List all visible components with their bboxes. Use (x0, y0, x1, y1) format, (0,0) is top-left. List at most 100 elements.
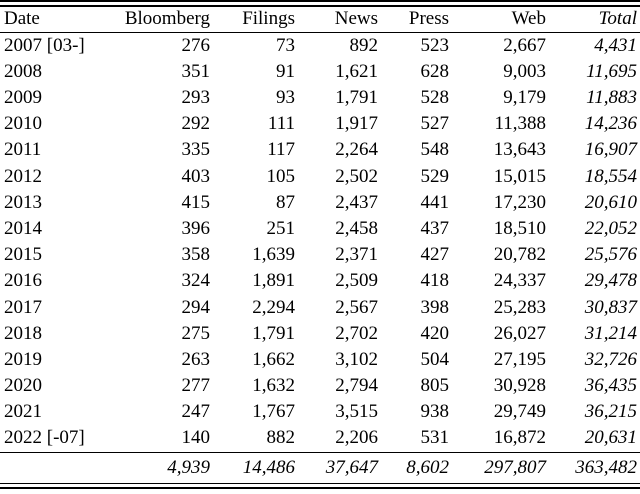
cell-news: 2,794 (335, 375, 378, 397)
cell-date: 2010 (4, 113, 42, 135)
cell-filings: 1,791 (252, 322, 295, 344)
cell-total: 32,726 (584, 348, 637, 370)
cell-date: 2021 (4, 401, 42, 423)
cell-web: 27,195 (493, 348, 546, 370)
table-row: 2007 [03-] 276 73 892 523 2,667 4,431 (0, 32, 640, 59)
totals-cell-news: 37,647 (325, 456, 378, 478)
cell-press: 531 (420, 427, 450, 449)
cell-bloomberg: 292 (181, 113, 211, 135)
cell-press: 504 (420, 348, 450, 370)
cell-web: 11,388 (494, 113, 546, 135)
cell-total: 20,610 (584, 191, 637, 213)
cell-news: 2,371 (335, 244, 378, 266)
table-header-row: Date Bloomberg Filings News Press Web To… (0, 7, 640, 33)
table-row: 2019 263 1,662 3,102 504 27,195 32,726 (0, 347, 640, 373)
bottom-rule-thin (0, 482, 640, 484)
cell-total: 16,907 (584, 139, 637, 161)
cell-date: 2015 (4, 244, 42, 266)
cell-filings: 1,639 (252, 244, 295, 266)
cell-bloomberg: 324 (181, 270, 211, 292)
cell-total: 4,431 (594, 34, 637, 56)
header-cell-news: News (334, 8, 378, 30)
cell-news: 892 (349, 34, 379, 56)
table-row: 2013 415 87 2,437 441 17,230 20,610 (0, 190, 640, 216)
cell-web: 18,510 (493, 217, 546, 239)
table-row: 2016 324 1,891 2,509 418 24,337 29,478 (0, 268, 640, 294)
cell-filings: 93 (276, 87, 295, 109)
header-cell-filings: Filings (242, 8, 295, 30)
cell-total: 31,214 (584, 322, 637, 344)
cell-total: 18,554 (584, 165, 637, 187)
cell-bloomberg: 358 (181, 244, 211, 266)
top-rule-gap (0, 2, 640, 6)
cell-news: 1,791 (335, 87, 378, 109)
cell-web: 30,928 (493, 375, 546, 397)
totals-cell-total: 363,482 (575, 456, 637, 478)
cell-total: 14,236 (584, 113, 637, 135)
cell-filings: 87 (276, 191, 295, 213)
cell-web: 29,749 (493, 401, 546, 423)
cell-filings: 91 (276, 60, 295, 82)
header-cell-bloomberg: Bloomberg (124, 8, 210, 30)
bottom-rule-thick (0, 486, 640, 490)
cell-press: 938 (420, 401, 450, 423)
header-cell-date: Date (4, 8, 40, 30)
table-row: 2017 294 2,294 2,567 398 25,283 30,837 (0, 294, 640, 320)
cell-date: 2017 (4, 296, 42, 318)
cell-web: 16,872 (493, 427, 546, 449)
cell-date: 2016 (4, 270, 42, 292)
cell-filings: 882 (266, 427, 296, 449)
cell-date: 2019 (4, 348, 42, 370)
cell-press: 523 (420, 34, 450, 56)
cell-web: 9,003 (503, 60, 546, 82)
cell-news: 1,621 (335, 60, 378, 82)
cell-news: 3,515 (335, 401, 378, 423)
cell-press: 398 (420, 296, 450, 318)
cell-date: 2022 [-07] (4, 427, 85, 449)
cell-news: 2,264 (335, 139, 378, 161)
cell-date: 2018 (4, 322, 42, 344)
cell-web: 25,283 (493, 296, 546, 318)
cell-news: 2,206 (335, 427, 378, 449)
totals-cell-date (0, 452, 110, 483)
cell-news: 1,917 (335, 113, 378, 135)
totals-cell-bloomberg: 4,939 (167, 456, 210, 478)
cell-filings: 2,294 (252, 296, 295, 318)
table-row: 2021 247 1,767 3,515 938 29,749 36,215 (0, 399, 640, 425)
cell-web: 13,643 (493, 139, 546, 161)
cell-date: 2020 (4, 375, 42, 397)
table-row: 2020 277 1,632 2,794 805 30,928 36,435 (0, 373, 640, 399)
cell-filings: 1,767 (252, 401, 295, 423)
cell-press: 437 (420, 217, 450, 239)
cell-bloomberg: 415 (181, 191, 211, 213)
cell-bloomberg: 351 (181, 60, 211, 82)
cell-date: 2009 (4, 87, 42, 109)
bottom-rule-gap (0, 483, 640, 487)
cell-filings: 1,632 (252, 375, 295, 397)
cell-bloomberg: 247 (181, 401, 211, 423)
cell-press: 628 (420, 60, 450, 82)
table-row: 2018 275 1,791 2,702 420 26,027 31,214 (0, 321, 640, 347)
cell-press: 418 (420, 270, 450, 292)
cell-filings: 105 (266, 165, 296, 187)
cell-press: 441 (420, 191, 450, 213)
cell-press: 527 (420, 113, 450, 135)
data-table: Date Bloomberg Filings News Press Web To… (0, 7, 640, 483)
cell-web: 24,337 (493, 270, 546, 292)
cell-bloomberg: 293 (181, 87, 211, 109)
table-row: 2015 358 1,639 2,371 427 20,782 25,576 (0, 242, 640, 268)
totals-row: 4,939 14,486 37,647 8,602 297,807 363,48… (0, 452, 640, 483)
cell-web: 26,027 (493, 322, 546, 344)
cell-bloomberg: 335 (181, 139, 211, 161)
cell-date: 2011 (4, 139, 42, 161)
cell-bloomberg: 396 (181, 217, 211, 239)
cell-filings: 1,662 (252, 348, 295, 370)
cell-total: 11,883 (586, 87, 637, 109)
cell-total: 30,837 (584, 296, 637, 318)
cell-total: 11,695 (586, 60, 637, 82)
totals-cell-press: 8,602 (406, 456, 449, 478)
table-row: 2010 292 111 1,917 527 11,388 14,236 (0, 111, 640, 137)
cell-total: 25,576 (584, 244, 637, 266)
table-row: 2012 403 105 2,502 529 15,015 18,554 (0, 164, 640, 190)
cell-date: 2012 (4, 165, 42, 187)
